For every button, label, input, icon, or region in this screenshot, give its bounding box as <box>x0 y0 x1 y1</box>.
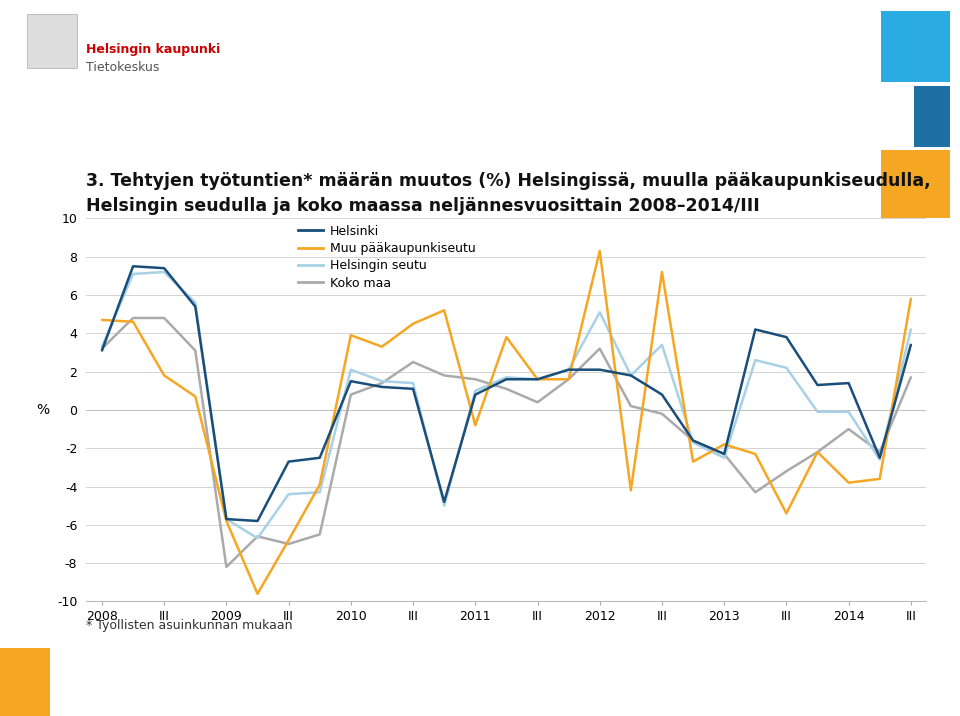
Text: Tietokeskus: Tietokeskus <box>86 61 159 74</box>
Text: Helsingin kaupunki: Helsingin kaupunki <box>86 43 221 56</box>
Text: Helsingin kaupungin tietokeskus / MS: Helsingin kaupungin tietokeskus / MS <box>698 675 931 689</box>
Legend: Helsinki, Muu pääkaupunkiseutu, Helsingin seutu, Koko maa: Helsinki, Muu pääkaupunkiseutu, Helsingi… <box>299 225 475 290</box>
Bar <box>0 648 50 716</box>
Text: 3. Tehtyjen työtuntien* määrän muutos (%) Helsingissä, muulla pääkaupunkiseudull: 3. Tehtyjen työtuntien* määrän muutos (%… <box>86 172 931 190</box>
Y-axis label: %: % <box>36 403 50 417</box>
Text: Lähde: Tilastokeskus, työvoimatutkimus: Lähde: Tilastokeskus, työvoimatutkimus <box>64 675 316 689</box>
Text: Helsingin seudulla ja koko maassa neljännesvuosittain 2008–2014/III: Helsingin seudulla ja koko maassa neljän… <box>86 197 760 215</box>
Text: * Työllisten asuinkunnan mukaan: * Työllisten asuinkunnan mukaan <box>86 619 293 632</box>
